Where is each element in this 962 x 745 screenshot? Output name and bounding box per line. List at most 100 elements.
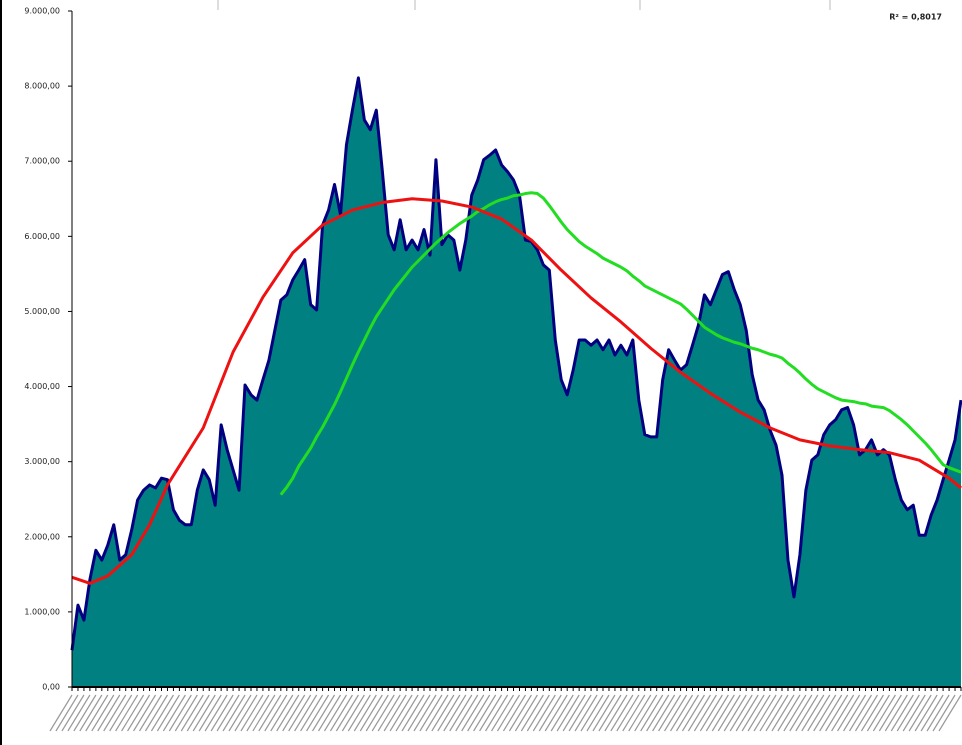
x-label-smudge: [872, 694, 896, 732]
x-label-smudge: [419, 694, 443, 732]
x-label-smudge: [252, 694, 276, 732]
x-label-smudge: [777, 694, 801, 732]
x-label-smudge: [562, 694, 586, 732]
x-label-smudge: [837, 694, 861, 732]
x-label-smudge: [795, 694, 819, 732]
x-label-smudge: [270, 694, 294, 732]
x-label-smudge: [496, 694, 520, 732]
x-label-smudge: [753, 694, 777, 732]
x-label-smudge: [598, 694, 622, 732]
x-label-smudge: [335, 694, 359, 732]
x-label-smudge: [329, 694, 353, 732]
x-label-smudge: [538, 694, 562, 732]
x-label-smudge: [652, 694, 676, 732]
x-label-smudge: [461, 694, 485, 732]
x-label-smudge: [747, 694, 771, 732]
area: [72, 77, 961, 688]
x-label-smudge: [144, 694, 168, 732]
x-label-smudge: [669, 694, 694, 732]
x-label-smudge: [735, 694, 759, 732]
x-label-smudge: [323, 694, 347, 732]
x-label-smudge: [395, 694, 419, 732]
x-label-smudge: [664, 694, 688, 732]
x-label-smudge: [455, 694, 479, 732]
y-tick-label: 3.000,00: [24, 457, 60, 466]
y-tick-label: 6.000,00: [24, 232, 60, 241]
x-label-smudge: [431, 694, 455, 732]
x-label-smudge: [55, 694, 79, 732]
x-label-smudge: [532, 694, 556, 732]
x-label-smudge: [675, 694, 699, 732]
x-label-smudge: [210, 694, 234, 732]
x-label-smudge: [502, 694, 526, 732]
x-label-smudge: [866, 694, 890, 732]
x-label-smudge: [813, 694, 837, 732]
x-label-smudge: [628, 694, 652, 732]
x-label-smudge: [514, 694, 538, 732]
x-label-smudge: [854, 694, 878, 732]
x-label-smudge: [377, 694, 401, 732]
x-label-smudge: [699, 694, 723, 732]
x-label-smudge: [622, 694, 646, 732]
x-label-smudge: [121, 694, 145, 732]
x-label-smudge: [91, 694, 115, 732]
y-tick-label: 7.000,00: [24, 157, 60, 166]
x-label-smudge: [162, 694, 186, 732]
x-label-smudge: [359, 694, 383, 732]
y-tick-label: 5.000,00: [24, 307, 60, 316]
x-label-smudge: [860, 694, 884, 732]
x-label-smudge: [771, 694, 795, 732]
x-label-smudge: [467, 694, 491, 732]
x-label-smudge: [282, 694, 306, 732]
x-label-smudge: [580, 694, 604, 732]
y-tick-label: 1.000,00: [24, 607, 60, 616]
x-label-smudge: [634, 694, 658, 732]
x-label-smudge: [49, 694, 73, 732]
x-label-smudge: [878, 694, 902, 732]
x-label-smudge: [825, 694, 849, 732]
x-label-smudge: [407, 694, 431, 732]
x-label-smudge: [586, 694, 610, 732]
x-label-smudge: [807, 694, 831, 732]
x-label-smudge: [658, 694, 682, 732]
x-label-smudge: [640, 694, 664, 732]
x-label-smudge: [765, 694, 789, 732]
x-label-smudge: [150, 694, 174, 732]
x-label-smudge: [341, 694, 365, 732]
x-label-smudge: [574, 694, 598, 732]
y-tick-label: 8.000,00: [24, 82, 60, 91]
x-label-smudge: [79, 694, 103, 732]
x-label-smudge: [908, 694, 932, 732]
x-label-smudge: [115, 694, 139, 732]
x-label-smudge: [67, 694, 91, 732]
x-label-smudge: [568, 694, 592, 732]
x-label-smudge: [508, 694, 532, 732]
x-label-smudge: [198, 694, 222, 732]
x-label-smudge: [234, 694, 258, 732]
x-label-smudge: [371, 694, 395, 732]
x-label-smudge: [138, 694, 163, 732]
x-label-smudge: [896, 694, 920, 732]
upper-grid: [217, 0, 831, 10]
x-label-smudge: [890, 694, 914, 732]
x-label-smudge: [681, 694, 705, 732]
x-label-smudge: [156, 694, 180, 732]
x-label-smudge: [526, 694, 550, 732]
x-label-smudge: [192, 694, 216, 732]
x-label-smudge: [383, 694, 407, 732]
x-label-smudge: [473, 694, 497, 732]
x-label-smudge: [306, 694, 330, 732]
x-label-smudge: [222, 694, 246, 732]
x-label-smudge: [646, 694, 670, 732]
x-label-smudge: [317, 694, 342, 732]
x-label-smudge: [186, 694, 210, 732]
x-label-smudge: [831, 694, 855, 732]
x-label-smudge: [550, 694, 574, 732]
x-label-smudge: [300, 694, 324, 732]
x-label-smudge: [401, 694, 425, 732]
x-label-smudge: [938, 694, 962, 732]
x-label-smudge: [789, 694, 813, 732]
x-label-smudge: [848, 694, 873, 732]
y-tick-label: 0,00: [42, 683, 60, 692]
line: [71, 197, 962, 585]
